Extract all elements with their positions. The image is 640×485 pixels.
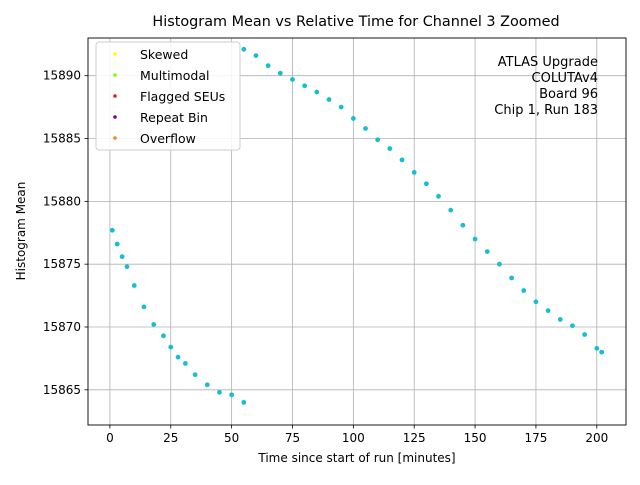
data-point <box>570 323 575 329</box>
chart-title: Histogram Mean vs Relative Time for Chan… <box>152 14 559 30</box>
data-point <box>168 344 174 350</box>
x-tick-label: 200 <box>585 431 608 445</box>
legend: Skewed Multimodal Flagged SEUs Repeat Bi… <box>95 41 241 151</box>
legend-label: Multimodal <box>140 68 209 83</box>
data-point <box>375 137 381 143</box>
data-point <box>277 70 283 76</box>
data-point <box>484 249 490 255</box>
legend-marker <box>113 136 117 140</box>
data-point <box>599 349 605 355</box>
data-point <box>131 283 137 288</box>
y-tick-label: 15865 <box>43 383 81 397</box>
data-point <box>302 83 308 89</box>
data-point <box>350 116 356 121</box>
data-point <box>241 46 247 52</box>
data-point <box>521 288 527 293</box>
data-point <box>241 399 247 405</box>
data-point <box>545 308 551 314</box>
legend-label: Repeat Bin <box>140 110 208 125</box>
x-tick-label: 150 <box>464 431 487 445</box>
annotation-line: ATLAS Upgrade <box>498 55 598 70</box>
x-tick-label: 175 <box>524 431 547 445</box>
plot-frame <box>87 37 627 426</box>
y-tick-label: 15875 <box>43 257 81 271</box>
y-axis-label: Histogram Mean <box>14 182 28 281</box>
run-annotation: ATLAS Upgrade COLUTAv4 Board 96 Chip 1, … <box>494 55 598 118</box>
data-point <box>204 382 210 388</box>
data-point <box>338 104 344 110</box>
data-points <box>109 46 605 405</box>
x-tick-label: 25 <box>163 431 178 445</box>
legend-box <box>95 41 241 151</box>
x-tick-label: 50 <box>224 431 239 445</box>
data-point <box>436 193 441 199</box>
data-point <box>161 333 166 339</box>
data-point <box>229 392 235 398</box>
legend-marker <box>113 115 117 119</box>
data-point <box>582 332 588 337</box>
x-tick-label: 75 <box>285 431 300 445</box>
x-tick-label: 100 <box>342 431 365 445</box>
data-point <box>533 299 539 305</box>
data-point <box>192 372 198 378</box>
data-point <box>109 227 115 233</box>
data-point <box>557 317 563 322</box>
data-point <box>387 146 393 151</box>
data-point <box>119 254 125 260</box>
data-point <box>399 157 405 163</box>
data-point <box>290 77 295 82</box>
annotation-line: Chip 1, Run 183 <box>494 103 598 118</box>
data-point <box>141 304 147 310</box>
data-point <box>265 63 271 69</box>
y-tick-label: 15880 <box>43 194 81 208</box>
x-axis-label: Time since start of run [minutes] <box>257 451 455 465</box>
y-tick-label: 15890 <box>43 69 81 83</box>
data-point <box>423 181 429 187</box>
data-point <box>594 345 600 351</box>
legend-marker <box>113 73 117 77</box>
data-point <box>411 170 417 175</box>
legend-marker <box>113 52 117 56</box>
data-point <box>314 89 320 95</box>
y-tick-label: 15885 <box>43 132 81 146</box>
annotation-line: COLUTAv4 <box>532 71 598 86</box>
data-point <box>182 361 188 366</box>
annotation-line: Board 96 <box>539 87 598 102</box>
legend-label: Flagged SEUs <box>140 89 225 104</box>
data-point <box>217 389 222 395</box>
legend-label: Overflow <box>140 131 196 146</box>
x-tick-label: 125 <box>403 431 426 445</box>
data-point <box>460 222 466 228</box>
data-point <box>509 275 514 281</box>
data-point <box>175 354 181 360</box>
data-point <box>363 126 368 131</box>
y-tick-label: 15870 <box>43 320 81 334</box>
data-point <box>124 264 130 270</box>
data-point <box>114 241 120 247</box>
data-point <box>326 97 332 102</box>
data-point <box>151 322 157 327</box>
x-axis-ticks: 0 25 50 75 100 125 150 175 200 <box>106 425 608 445</box>
x-tick-label: 0 <box>106 431 114 445</box>
data-point <box>253 53 259 58</box>
legend-label: Skewed <box>140 47 188 62</box>
y-axis-ticks: 15865 15870 15875 15880 15885 15890 <box>43 69 88 397</box>
legend-marker <box>113 94 117 98</box>
data-point <box>497 261 502 267</box>
data-point <box>448 207 454 213</box>
data-point <box>472 236 478 242</box>
